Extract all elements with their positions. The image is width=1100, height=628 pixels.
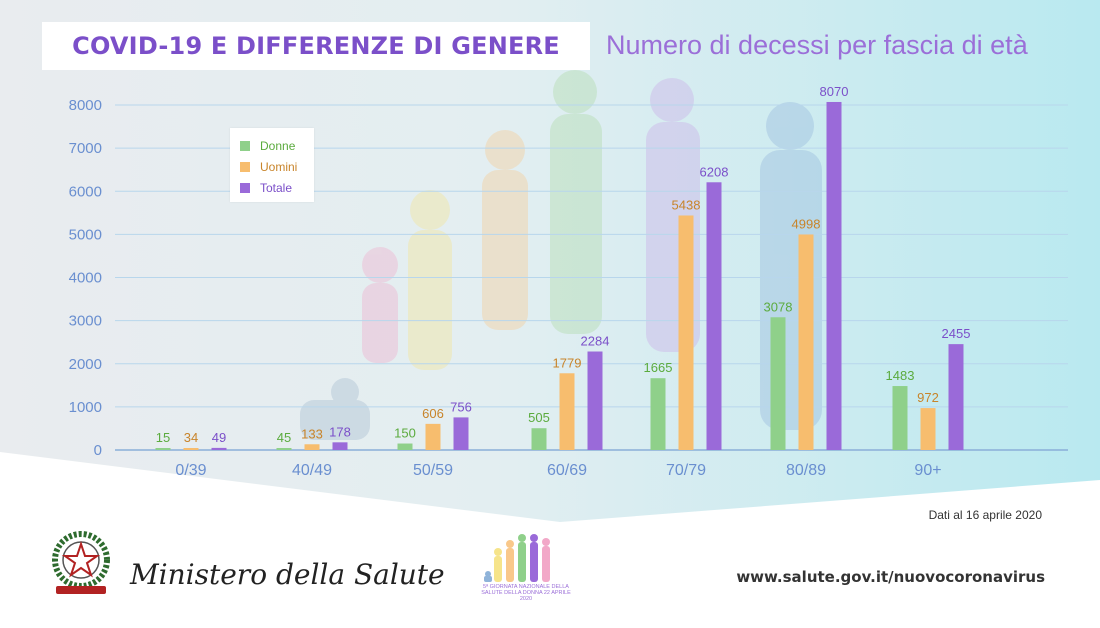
data-label-uomini: 972 (917, 390, 939, 405)
legend: Donne Uomini Totale (230, 128, 314, 202)
bar-totale (587, 351, 603, 450)
bar-uomini (798, 234, 814, 450)
italian-republic-emblem-icon (52, 531, 110, 594)
x-tick-label: 0/39 (175, 462, 206, 479)
data-label-uomini: 5438 (672, 197, 701, 212)
bar-donne (892, 386, 908, 450)
bar-donne (155, 448, 171, 450)
legend-item-donne: Donne (240, 138, 295, 154)
y-tick-label: 7000 (69, 140, 102, 157)
data-label-totale: 756 (450, 399, 472, 414)
data-label-donne: 45 (277, 430, 291, 445)
data-label-donne: 150 (394, 426, 416, 441)
data-label-donne: 3078 (764, 299, 793, 314)
data-date-note: Dati al 16 aprile 2020 (928, 508, 1042, 522)
bar-uomini (183, 448, 199, 450)
data-label-totale: 2284 (581, 334, 610, 349)
legend-swatch-donne (240, 141, 250, 151)
bar-uomini (304, 444, 320, 450)
ministry-signature: Ministero della Salute (130, 558, 445, 591)
x-tick-label: 60/69 (547, 462, 587, 479)
bar-totale (332, 442, 348, 450)
bar-uomini (678, 215, 694, 450)
data-label-uomini: 4998 (792, 216, 821, 231)
y-tick-label: 4000 (69, 270, 102, 287)
y-tick-label: 3000 (69, 313, 102, 330)
data-label-donne: 15 (156, 430, 170, 445)
legend-swatch-uomini (240, 162, 250, 172)
x-tick-label: 80/89 (786, 462, 826, 479)
data-label-uomini: 133 (301, 426, 323, 441)
chart-subtitle: Numero di decessi per fascia di età (606, 30, 1028, 60)
data-label-totale: 6208 (700, 164, 729, 179)
website-url[interactable]: www.salute.gov.it/nuovocoronavirus (736, 568, 1045, 586)
bar-donne (276, 448, 292, 450)
title-box: COVID-19 E DIFFERENZE DI GENERE (42, 22, 590, 70)
bar-donne (531, 428, 547, 450)
legend-label-donne: Donne (260, 139, 296, 153)
bar-totale (211, 447, 227, 450)
bar-totale (453, 417, 469, 450)
bar-totale (948, 344, 964, 450)
data-label-totale: 49 (212, 430, 226, 445)
data-label-donne: 1483 (886, 368, 915, 383)
data-label-totale: 8070 (820, 84, 849, 99)
y-tick-label: 5000 (69, 226, 102, 243)
data-label-uomini: 34 (184, 430, 198, 445)
x-tick-label: 40/49 (292, 462, 332, 479)
legend-item-totale: Totale (240, 180, 292, 196)
x-tick-label: 70/79 (666, 462, 706, 479)
women-health-day-logo-icon (484, 534, 550, 582)
y-tick-label: 6000 (69, 183, 102, 200)
data-label-donne: 1665 (644, 360, 673, 375)
bar-totale (706, 182, 722, 450)
data-label-totale: 178 (329, 424, 351, 439)
y-tick-label: 0 (94, 442, 102, 459)
data-label-donne: 505 (528, 410, 550, 425)
x-tick-label: 50/59 (413, 462, 453, 479)
bar-uomini (425, 423, 441, 450)
legend-label-uomini: Uomini (260, 160, 298, 174)
x-tick-label: 90+ (914, 462, 941, 479)
legend-swatch-totale (240, 183, 250, 193)
data-label-uomini: 1779 (553, 355, 582, 370)
bar-uomini (559, 373, 575, 450)
y-tick-label: 1000 (69, 399, 102, 416)
data-label-totale: 2455 (942, 326, 971, 341)
bar-donne (770, 317, 786, 450)
y-tick-label: 2000 (69, 356, 102, 373)
legend-item-uomini: Uomini (240, 159, 297, 175)
data-label-uomini: 606 (422, 406, 444, 421)
bar-donne (397, 443, 413, 450)
y-tick-label: 8000 (69, 97, 102, 114)
chart-title: COVID-19 E DIFFERENZE DI GENERE (72, 32, 560, 60)
bar-totale (826, 101, 842, 450)
bar-donne (650, 378, 666, 450)
bar-uomini (920, 408, 936, 450)
legend-label-totale: Totale (260, 181, 293, 195)
event-caption: 5ª GIORNATA NAZIONALE DELLA SALUTE DELLA… (481, 584, 571, 602)
